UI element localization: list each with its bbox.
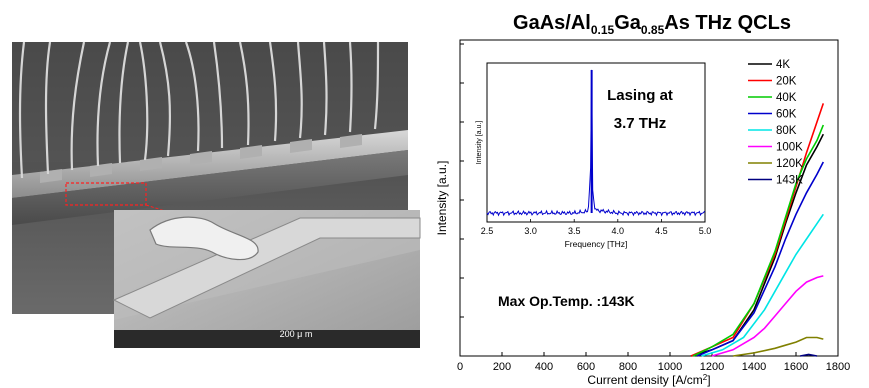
bond-wires	[18, 41, 380, 179]
inset-x-tick-label-5: 5.0	[699, 226, 712, 236]
bond-pads	[40, 134, 362, 183]
x-tick-label-0: 0	[457, 361, 463, 373]
figure-title: GaAs/Al0.15Ga0.85As THz QCLs	[452, 12, 852, 37]
sem-micrographs: 200 μ m	[12, 41, 421, 348]
x-tick-label-7: 1400	[742, 361, 766, 373]
inset-x-tick-label-4: 4.5	[655, 226, 668, 236]
series-line-20K	[690, 103, 825, 357]
x-tick-label-6: 1200	[700, 361, 724, 373]
inset-ridge	[112, 217, 421, 319]
x-tick-label-4: 800	[619, 361, 637, 373]
x-tick-label-1: 200	[493, 361, 511, 373]
inset-title-line-1: Lasing at	[607, 87, 673, 104]
title-part-2: Ga	[614, 12, 641, 34]
x-tick-label-8: 1600	[784, 361, 808, 373]
legend-label-143K: 143K	[776, 175, 803, 187]
inset-plot-frame	[486, 62, 706, 223]
main-plot-frame	[459, 39, 839, 357]
series-line-143K	[800, 353, 818, 357]
legend-label-120K: 120K	[776, 158, 803, 170]
series-line-120K	[732, 336, 824, 357]
x-tick-label-3: 600	[577, 361, 595, 373]
inset-y-axis-label: Intensity [a.u.]	[476, 121, 483, 165]
y-axis-label: Intensity [a.u.]	[435, 161, 449, 236]
legend-label-100K: 100K	[776, 142, 803, 154]
max-op-temp-annotation: Max Op.Temp. :143K	[498, 293, 635, 309]
title-sub-1: 0.15	[590, 23, 615, 37]
series-line-60K	[696, 161, 825, 357]
x-tick-label-2: 400	[535, 361, 553, 373]
x-axis-label: Current density [A/cm2]	[587, 373, 710, 388]
legend-label-80K: 80K	[776, 125, 797, 137]
inset-x-tick-label-0: 2.5	[481, 226, 494, 236]
scale-bar-label: 200 μ m	[280, 329, 313, 339]
series-line-40K	[692, 124, 825, 357]
inset-title-line-2: 3.7 THz	[614, 115, 667, 132]
series-line-80K	[701, 213, 824, 357]
legend-label-4K: 4K	[776, 59, 790, 71]
inset-x-tick-label-2: 3.5	[568, 226, 581, 236]
title-part-1: GaAs/Al	[513, 12, 591, 34]
series-line-100K	[711, 275, 824, 357]
legend-label-60K: 60K	[776, 109, 797, 121]
x-tick-label-9: 1800	[826, 361, 850, 373]
inset-spectrum-line	[486, 69, 706, 217]
legend-label-40K: 40K	[776, 92, 797, 104]
zoom-connector	[145, 204, 169, 213]
title-sub-2: 0.85	[640, 23, 665, 37]
inset-x-tick-label-3: 4.0	[612, 226, 625, 236]
x-tick-label-5: 1000	[658, 361, 682, 373]
zoom-region-box	[65, 182, 147, 206]
inset-wire-blob	[149, 216, 259, 261]
inset-x-tick-label-1: 3.0	[524, 226, 537, 236]
inset-x-axis-label: Frequency [THz]	[565, 239, 628, 249]
title-part-3: As THz QCLs	[664, 12, 791, 34]
legend-label-20K: 20K	[776, 76, 797, 88]
